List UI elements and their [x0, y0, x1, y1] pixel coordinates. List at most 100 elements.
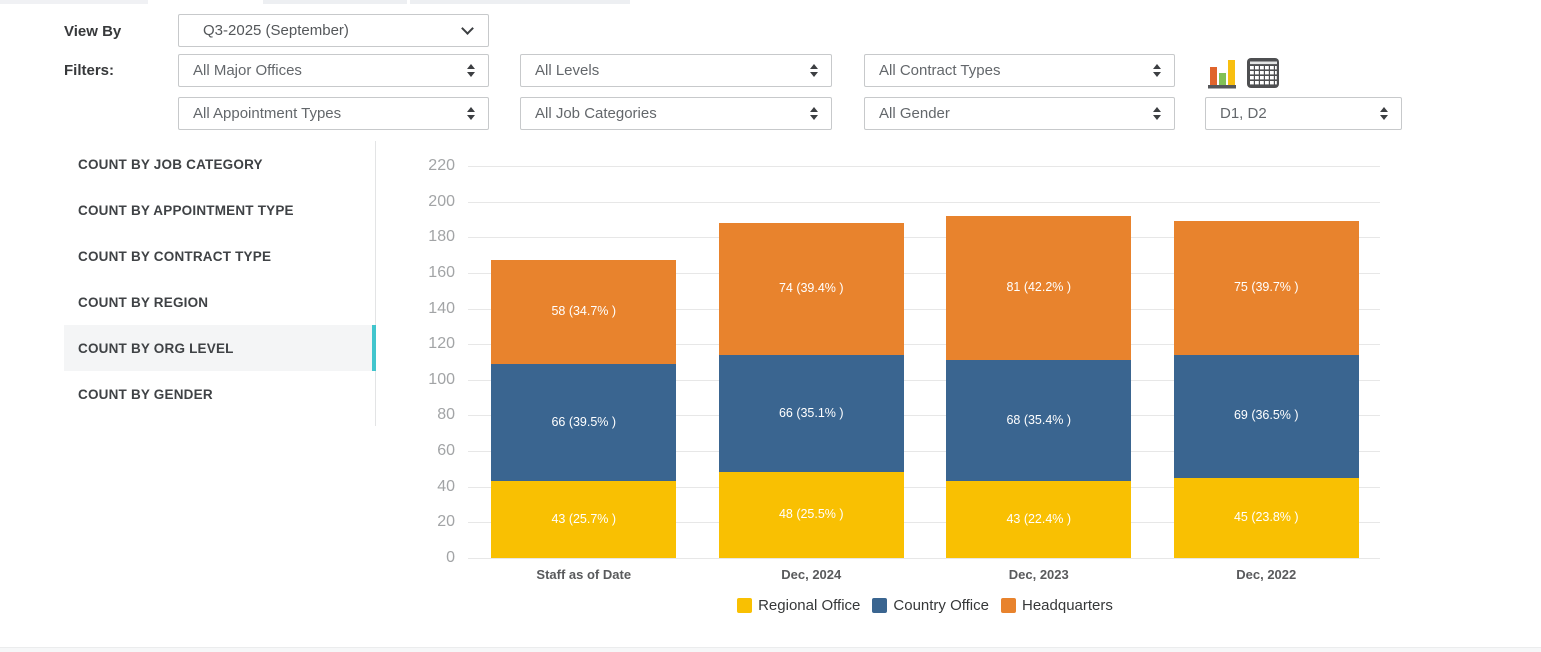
bar-segment-label: 74 (39.4% ) [778, 280, 844, 295]
bar-segment-label: 48 (25.5% ) [778, 507, 844, 522]
y-axis-tick-label: 140 [428, 299, 455, 317]
filter-levels-select[interactable]: All Levels [520, 54, 832, 87]
y-axis-tick-label: 0 [446, 549, 455, 566]
y-gridline [468, 166, 1380, 167]
bar-segment-country-office[interactable] [718, 354, 904, 473]
y-axis-tick-label: 80 [437, 406, 455, 424]
bar-segment-headquarters[interactable] [946, 215, 1132, 361]
y-axis-tick-label: 180 [428, 228, 455, 246]
bar-segment-label: 75 (39.7% ) [1233, 280, 1299, 295]
top-tab-partial [410, 0, 630, 4]
y-gridline [468, 558, 1380, 559]
y-gridline [468, 486, 1380, 488]
view-by-value: Q3-2025 (September) [203, 22, 349, 39]
y-axis-tick-label: 220 [428, 157, 455, 174]
filter-contract-types-select[interactable]: All Contract Types [864, 54, 1175, 87]
filter-gender-select[interactable]: All Gender [864, 97, 1175, 130]
bar-segment-label: 66 (35.1% ) [778, 405, 844, 420]
legend-swatch [872, 598, 888, 613]
legend-swatch [737, 598, 753, 613]
sidebar-item-job-category[interactable]: COUNT BY JOB CATEGORY [64, 141, 375, 187]
x-axis-category-label: Dec, 2024 [781, 567, 842, 582]
bar-segment-label: 81 (42.2% ) [1006, 280, 1072, 295]
y-axis-tick-label: 20 [437, 513, 455, 531]
x-axis-category-label: Staff as of Date [536, 567, 632, 582]
bar-segment-label: 58 (34.7% ) [551, 304, 617, 319]
view-by-select[interactable]: Q3-2025 (September) [178, 14, 489, 47]
filter-org-levels-value: D1, D2 [1220, 105, 1267, 122]
sort-arrows-icon [1380, 107, 1388, 120]
bar-segment-label: 45 (23.8% ) [1233, 509, 1299, 524]
x-axis-category-label: Dec, 2022 [1236, 567, 1297, 582]
bar-segment-country-office[interactable] [1173, 354, 1359, 478]
view-by-label: View By [64, 23, 122, 40]
legend-item-regional-office[interactable]: Regional Office [737, 597, 860, 614]
sidebar-item-label: COUNT BY REGION [78, 294, 209, 310]
y-gridline [468, 522, 1380, 524]
view-toggle-icons [1205, 54, 1280, 95]
sidebar-item-region[interactable]: COUNT BY REGION [64, 279, 375, 325]
sidebar-item-label: COUNT BY GENDER [78, 386, 213, 402]
y-gridline [468, 201, 1380, 203]
y-axis-tick-label: 60 [437, 442, 455, 460]
legend-item-country-office[interactable]: Country Office [872, 597, 989, 614]
filters-label: Filters: [64, 62, 115, 79]
legend-item-headquarters[interactable]: Headquarters [1001, 597, 1113, 614]
y-gridline [468, 272, 1380, 274]
y-axis-tick-label: 120 [428, 335, 455, 353]
chevron-down-icon [461, 22, 474, 35]
sort-arrows-icon [810, 64, 818, 77]
y-gridline [468, 237, 1380, 239]
filter-major-offices-select[interactable]: All Major Offices [178, 54, 489, 87]
y-gridline [468, 415, 1380, 417]
sidebar-item-label: COUNT BY CONTRACT TYPE [78, 248, 272, 264]
bar-segment-headquarters[interactable] [491, 260, 677, 364]
filter-gender-value: All Gender [879, 105, 950, 122]
filter-org-levels-select[interactable]: D1, D2 [1205, 97, 1402, 130]
y-axis-tick-label: 100 [428, 370, 455, 388]
y-gridline [468, 308, 1380, 310]
legend-label: Regional Office [758, 597, 861, 614]
filter-job-categories-select[interactable]: All Job Categories [520, 97, 832, 130]
bar-segment-label: 43 (22.4% ) [1006, 511, 1072, 526]
filter-appointment-types-select[interactable]: All Appointment Types [178, 97, 489, 130]
sidebar-item-label: COUNT BY JOB CATEGORY [78, 156, 263, 172]
x-axis-category-label: Dec, 2023 [1008, 567, 1069, 582]
sort-arrows-icon [467, 64, 475, 77]
bar-segment-country-office[interactable] [946, 360, 1132, 482]
bar-segment-regional-office[interactable] [491, 481, 677, 558]
bar-segment-label: 68 (35.4% ) [1006, 412, 1072, 427]
bar-segment-label: 69 (36.5% ) [1233, 408, 1299, 423]
sidebar-item-org-level[interactable]: COUNT BY ORG LEVEL [64, 325, 376, 371]
sidebar-item-label: COUNT BY ORG LEVEL [78, 340, 234, 356]
bar-segment-headquarters[interactable] [1173, 221, 1359, 355]
y-axis-tick-label: 200 [428, 192, 455, 210]
filter-major-offices-value: All Major Offices [193, 62, 302, 79]
bar-segment-label: 43 (25.7% ) [551, 511, 617, 526]
table-icon[interactable] [1246, 56, 1280, 95]
y-gridline [468, 344, 1380, 346]
sidebar-item-contract-type[interactable]: COUNT BY CONTRACT TYPE [64, 233, 375, 279]
bar-segment-regional-office[interactable] [1173, 477, 1359, 558]
sidebar-item-gender[interactable]: COUNT BY GENDER [64, 371, 375, 417]
y-gridline [468, 379, 1380, 381]
y-axis-tick-label: 40 [437, 477, 455, 495]
sidebar-item-label: COUNT BY APPOINTMENT TYPE [78, 202, 294, 218]
bottom-edge [0, 647, 1541, 652]
legend-label: Headquarters [1022, 597, 1113, 614]
bar-segment-country-office[interactable] [491, 363, 677, 482]
bar-segment-regional-office[interactable] [718, 472, 904, 558]
bar-segment-label: 66 (39.5% ) [551, 414, 617, 429]
sidebar-item-appointment-type[interactable]: COUNT BY APPOINTMENT TYPE [64, 187, 375, 233]
count-by-sidebar: COUNT BY JOB CATEGORY COUNT BY APPOINTME… [64, 141, 376, 426]
top-tab-partial [263, 0, 407, 4]
sort-arrows-icon [1153, 64, 1161, 77]
filter-contract-types-value: All Contract Types [879, 62, 1001, 79]
legend-swatch [1001, 598, 1016, 613]
bar-segment-regional-office[interactable] [946, 481, 1132, 558]
stacked-bar-chart: 0 20 40 60 80 100 120 140 160 180 200 220 43 (25.7% … [410, 145, 1420, 645]
bar-segment-headquarters[interactable] [718, 223, 904, 355]
filter-levels-value: All Levels [535, 62, 600, 79]
bar-chart-icon[interactable] [1205, 54, 1239, 95]
